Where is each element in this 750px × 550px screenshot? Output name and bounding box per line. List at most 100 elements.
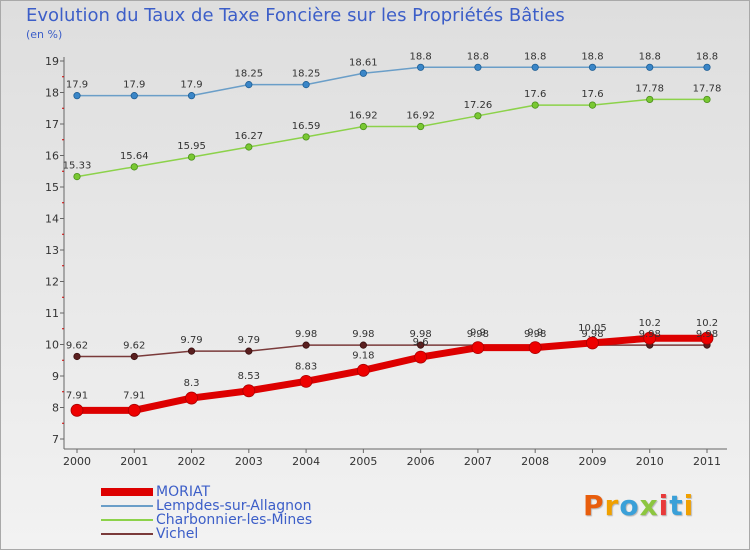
y-tick-label: 7 (52, 433, 59, 446)
data-point-vichel (130, 352, 138, 361)
data-label-moriat: 8.83 (295, 361, 317, 372)
data-label-vichel: 9.62 (66, 340, 88, 351)
legend-label-vichel: Vichel (156, 526, 199, 542)
data-point-lempdes (646, 63, 654, 71)
legend-swatch-charbonnier (101, 519, 153, 521)
data-point-lempdes (130, 92, 138, 100)
data-label-moriat: 10.2 (696, 318, 718, 329)
data-label-charbonnier: 15.33 (63, 161, 92, 172)
data-point-moriat (700, 331, 714, 345)
y-tick-label: 19 (45, 55, 59, 68)
data-label-vichel: 9.98 (581, 329, 603, 340)
x-tick-label: 2002 (178, 455, 206, 468)
data-point-lempdes (73, 92, 81, 100)
x-tick-label: 2006 (407, 455, 435, 468)
x-tick-label: 2010 (636, 455, 664, 468)
data-point-lempdes (474, 63, 482, 71)
y-minor-tick (62, 107, 64, 109)
y-tick-label: 11 (45, 307, 59, 320)
data-point-lempdes (359, 69, 367, 77)
data-point-moriat (356, 363, 370, 377)
data-point-charbonnier (531, 101, 539, 109)
data-point-vichel (302, 341, 310, 349)
y-tick-label: 14 (45, 213, 59, 226)
data-label-lempdes: 18.25 (292, 69, 321, 80)
data-label-moriat: 10.05 (578, 323, 607, 334)
x-tick-label: 2003 (235, 455, 263, 468)
data-point-lempdes (531, 63, 539, 71)
data-label-lempdes: 18.8 (410, 51, 432, 62)
data-label-charbonnier: 17.6 (581, 89, 603, 100)
data-point-charbonnier (646, 95, 654, 104)
data-label-vichel: 9.98 (352, 329, 374, 340)
data-point-vichel (73, 352, 81, 361)
legend-label-moriat: MORIAT (156, 484, 210, 500)
data-point-vichel (359, 341, 367, 349)
data-point-lempdes (302, 81, 310, 89)
y-tick-label: 8 (52, 402, 59, 415)
logo-letter: o (619, 489, 640, 522)
y-minor-tick (62, 202, 64, 204)
data-label-vichel: 9.79 (180, 335, 202, 346)
data-label-moriat: 10.2 (639, 318, 661, 329)
data-label-lempdes: 18.8 (639, 51, 661, 62)
data-label-lempdes: 17.9 (66, 80, 88, 91)
data-label-vichel: 9.98 (639, 329, 661, 340)
y-minor-tick (62, 170, 64, 172)
data-point-lempdes (187, 92, 196, 100)
data-label-moriat: 8.3 (184, 378, 200, 389)
legend-swatch-vichel (101, 533, 153, 535)
data-label-charbonnier: 16.92 (349, 111, 378, 122)
data-point-moriat (127, 403, 141, 417)
data-label-vichel: 9.98 (295, 329, 317, 340)
data-label-lempdes: 18.8 (581, 51, 603, 62)
data-label-lempdes: 18.61 (349, 57, 378, 68)
x-tick-label: 2011 (693, 455, 721, 468)
legend-swatch-lempdes (101, 505, 153, 507)
data-point-moriat (471, 341, 485, 355)
data-label-charbonnier: 16.27 (234, 131, 263, 142)
data-label-vichel: 9.98 (467, 329, 489, 340)
x-tick-label: 2008 (521, 455, 549, 468)
data-point-moriat (299, 374, 313, 388)
logo-letter: x (639, 489, 659, 522)
data-point-charbonnier (302, 133, 310, 141)
x-tick-label: 2001 (120, 455, 148, 468)
data-label-moriat: 9.9 (470, 328, 486, 339)
data-label-vichel: 9.62 (123, 340, 145, 351)
data-label-lempdes: 18.25 (234, 69, 263, 80)
data-point-moriat (70, 403, 84, 417)
y-tick-label: 10 (45, 339, 59, 352)
data-point-lempdes (417, 63, 425, 71)
data-point-lempdes (703, 63, 711, 71)
y-tick-label: 9 (52, 370, 59, 383)
data-label-lempdes: 17.9 (123, 80, 145, 91)
data-label-charbonnier: 17.26 (464, 100, 493, 111)
data-point-moriat (242, 384, 256, 398)
y-minor-tick (62, 296, 64, 298)
logo-letter: i (658, 489, 670, 522)
data-label-moriat: 9.6 (413, 337, 429, 348)
data-label-charbonnier: 16.92 (406, 111, 435, 122)
data-point-charbonnier (417, 122, 425, 131)
data-label-charbonnier: 17.78 (635, 83, 664, 94)
data-point-charbonnier (245, 143, 253, 151)
data-point-lempdes (588, 63, 597, 71)
series-line-lempdes (76, 66, 708, 97)
data-point-vichel (245, 347, 253, 355)
data-label-lempdes: 18.8 (696, 51, 718, 62)
data-label-lempdes: 18.8 (524, 51, 546, 62)
x-tick-label: 2005 (349, 455, 377, 468)
logo-letter: t (669, 489, 684, 522)
data-label-vichel: 9.79 (238, 335, 260, 346)
data-label-vichel: 9.98 (410, 329, 432, 340)
data-label-charbonnier: 15.64 (120, 151, 149, 162)
data-point-moriat (185, 391, 198, 405)
data-label-moriat: 7.91 (123, 390, 145, 401)
y-minor-tick (62, 265, 64, 267)
legend-swatch-moriat (101, 488, 153, 496)
legend-label-lempdes: Lempdes-sur-Allagnon (156, 498, 312, 514)
y-minor-tick (62, 233, 64, 235)
